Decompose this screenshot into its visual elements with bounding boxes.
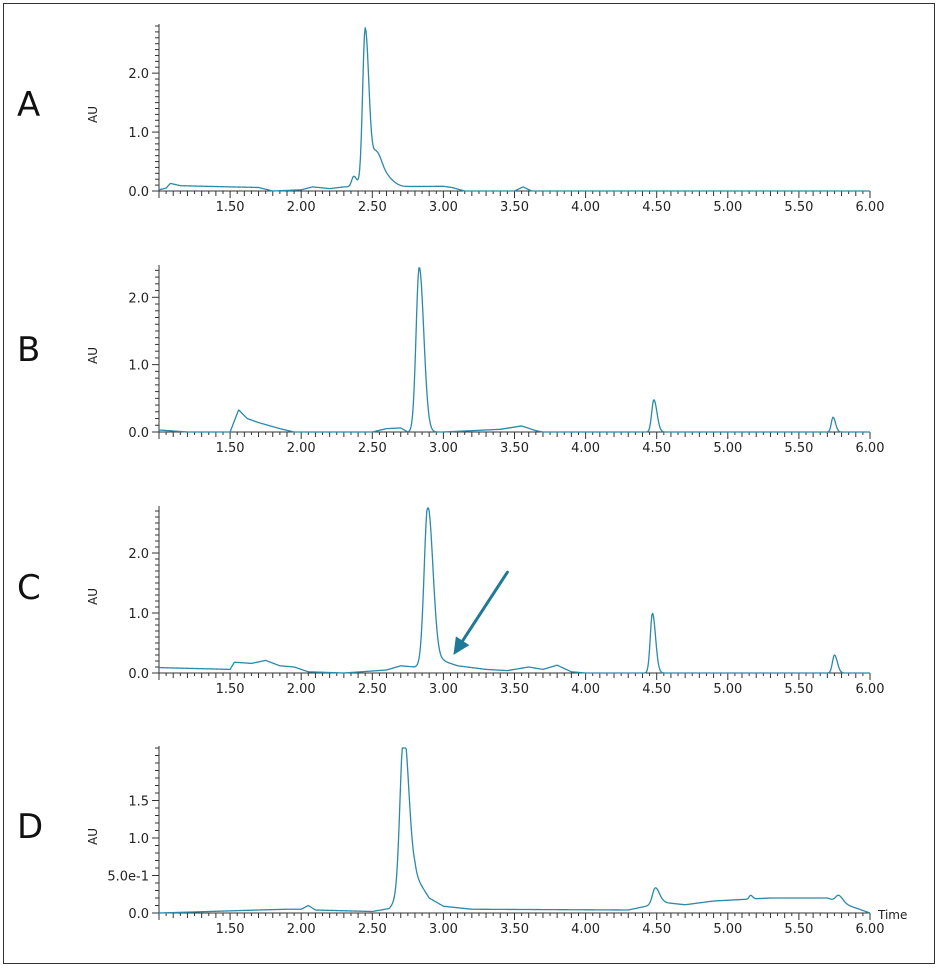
x-tick-label: 1.50 — [216, 922, 245, 937]
chart-panel-b: B AU 0.0 1.0 2.0 1.50 2.00 2.50 3.00 3.50 4.00 4.50… — [17, 265, 884, 456]
x-tick-label: 5.50 — [784, 922, 813, 937]
y-axis-label: AU — [86, 106, 100, 123]
y-tick-label: 1.0 — [128, 359, 149, 374]
x-tick-label: 5.00 — [713, 682, 742, 697]
annotation-arrow-shaft — [461, 570, 509, 643]
chart-panel-a: A AU 0.0 1.0 2.0 1.50 2.00 2.50 3.00 3.50 4.00 4.50… — [17, 24, 884, 215]
x-tick-label: 4.00 — [571, 682, 600, 697]
chart-panel-c: C AU 0.0 1.0 2.0 1.50 2.00 2.50 3.00 3.50 4.00 4.50… — [17, 506, 884, 697]
x-tick-label: 6.00 — [856, 682, 885, 697]
y-tick-label: 2.0 — [128, 291, 149, 306]
y-tick-label: 0.0 — [128, 426, 149, 441]
y-axis-label: AU — [86, 347, 100, 364]
x-tick-label: 2.00 — [287, 922, 316, 937]
y-tick-label: 2.0 — [128, 547, 149, 562]
y-tick-label: 2.0 — [128, 67, 149, 82]
x-tick-label: 3.00 — [429, 200, 458, 215]
x-tick-label: 4.00 — [571, 922, 600, 937]
y-tick-label: 1.0 — [128, 832, 149, 847]
x-tick-label: 3.00 — [429, 682, 458, 697]
chromatogram-trace — [158, 267, 870, 433]
y-tick-label: 5.0e-1 — [107, 870, 149, 885]
panel-label: C — [17, 568, 41, 608]
x-tick-label: 5.50 — [784, 441, 813, 456]
x-axis-label: Time — [877, 908, 907, 922]
x-tick-label: 3.00 — [429, 441, 458, 456]
x-tick-label: 4.50 — [642, 441, 671, 456]
x-tick-label: 2.00 — [287, 682, 316, 697]
panel-label: B — [17, 330, 40, 370]
y-axis-label: AU — [86, 588, 100, 605]
x-tick-label: 2.50 — [358, 922, 387, 937]
x-tick-label: 6.00 — [856, 441, 885, 456]
x-tick-label: 4.50 — [642, 200, 671, 215]
x-tick-label: 2.50 — [358, 200, 387, 215]
y-tick-label: 1.0 — [128, 126, 149, 141]
y-tick-label: 0.0 — [128, 907, 149, 922]
panel-label: D — [17, 807, 43, 847]
y-tick-label: 1.0 — [128, 607, 149, 622]
x-tick-label: 4.50 — [642, 682, 671, 697]
figure-frame — [3, 3, 935, 964]
x-tick-label: 1.50 — [216, 682, 245, 697]
x-tick-label: 5.00 — [713, 200, 742, 215]
x-tick-label: 5.50 — [784, 200, 813, 215]
panel-label: A — [17, 85, 40, 125]
x-tick-label: 6.00 — [856, 922, 885, 937]
y-axis-label: AU — [86, 828, 100, 845]
x-tick-label: 3.50 — [500, 441, 529, 456]
y-tick-label: 0.0 — [128, 667, 149, 682]
x-tick-label: 5.00 — [713, 441, 742, 456]
x-tick-label: 2.50 — [358, 682, 387, 697]
y-tick-label: 0.0 — [128, 185, 149, 200]
x-tick-label: 2.00 — [287, 441, 316, 456]
x-tick-label: 5.00 — [713, 922, 742, 937]
x-tick-label: 4.50 — [642, 922, 671, 937]
annotation-arrow-head — [453, 636, 470, 655]
x-tick-label: 3.50 — [500, 200, 529, 215]
x-tick-label: 4.00 — [571, 441, 600, 456]
x-tick-label: 5.50 — [784, 682, 813, 697]
x-tick-label: 2.50 — [358, 441, 387, 456]
x-tick-label: 6.00 — [856, 200, 885, 215]
x-tick-label: 3.50 — [500, 922, 529, 937]
chromatogram-trace — [158, 27, 870, 192]
x-tick-label: 3.00 — [429, 922, 458, 937]
x-tick-label: 4.00 — [571, 200, 600, 215]
y-tick-label: 1.5 — [128, 795, 149, 810]
x-tick-label: 3.50 — [500, 682, 529, 697]
chromatogram-trace — [158, 507, 870, 674]
chart-panel-d: D AU 0.0 5.0e-1 1.0 1.5 1.50 2.00 2.50 3.00 3.50 4.… — [17, 746, 907, 937]
chromatogram-trace — [158, 747, 871, 914]
x-tick-label: 1.50 — [216, 441, 245, 456]
x-tick-label: 1.50 — [216, 200, 245, 215]
x-tick-label: 2.00 — [287, 200, 316, 215]
